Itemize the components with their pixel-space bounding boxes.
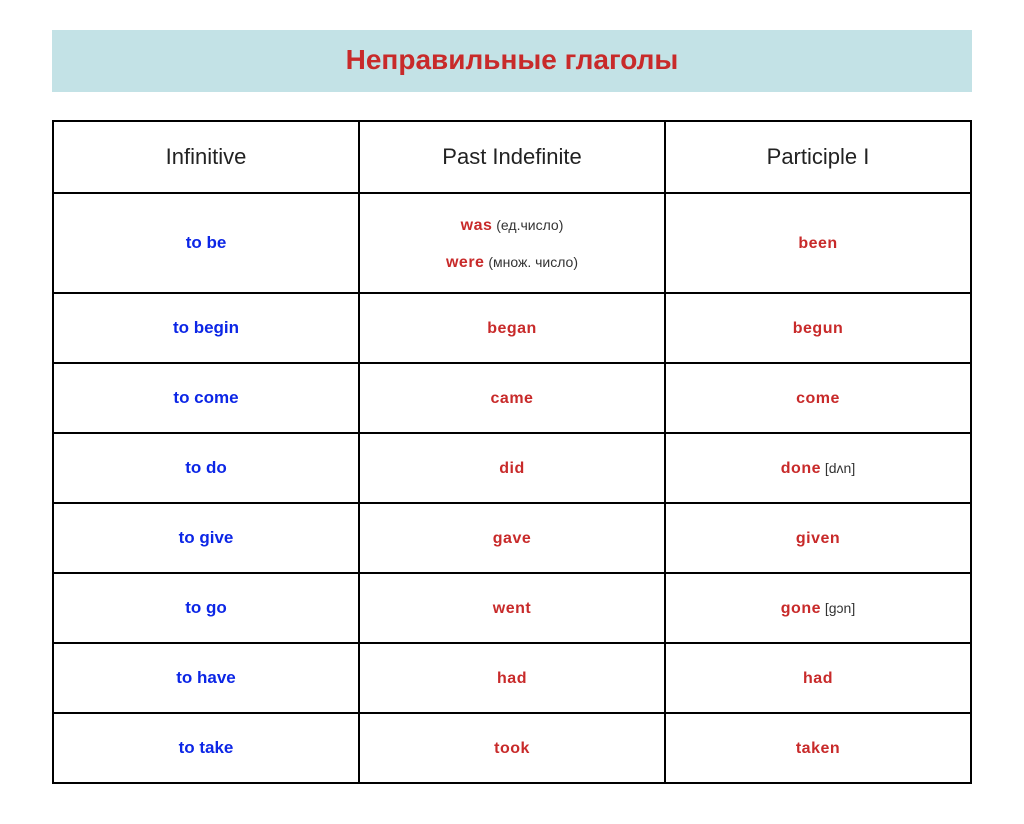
participle-text: had <box>803 670 833 687</box>
ipa-text: [dʌn] <box>821 460 855 476</box>
cell-infinitive: to be <box>53 193 359 293</box>
table-row: to come came come <box>53 363 971 433</box>
past-text: went <box>493 600 531 617</box>
page-title: Неправильные глаголы <box>52 44 972 76</box>
past-text: took <box>494 740 530 757</box>
cell-past: was (ед.число) were (множ. число) <box>359 193 665 293</box>
col-header-infinitive: Infinitive <box>53 121 359 193</box>
participle-text: gone <box>781 600 821 617</box>
cell-past: had <box>359 643 665 713</box>
past-text: did <box>499 460 525 477</box>
cell-infinitive: to have <box>53 643 359 713</box>
past-note: (множ. число) <box>484 254 578 270</box>
table-header-row: Infinitive Past Indefinite Participle I <box>53 121 971 193</box>
table-row: to begin began begun <box>53 293 971 363</box>
participle-text: been <box>798 235 837 252</box>
ipa-text: [gɔn] <box>821 600 855 616</box>
infinitive-text: to give <box>179 528 234 547</box>
title-bar: Неправильные глаголы <box>52 30 972 92</box>
participle-text: taken <box>796 740 840 757</box>
cell-past: did <box>359 433 665 503</box>
infinitive-text: to begin <box>173 318 239 337</box>
cell-infinitive: to go <box>53 573 359 643</box>
participle-text: given <box>796 530 840 547</box>
cell-participle: come <box>665 363 971 433</box>
infinitive-text: to go <box>185 598 227 617</box>
cell-past: began <box>359 293 665 363</box>
cell-past: gave <box>359 503 665 573</box>
cell-participle: given <box>665 503 971 573</box>
participle-text: come <box>796 390 840 407</box>
infinitive-text: to take <box>179 738 234 757</box>
past-note: (ед.число) <box>492 217 563 233</box>
cell-participle: taken <box>665 713 971 783</box>
past-text: came <box>491 390 534 407</box>
cell-infinitive: to do <box>53 433 359 503</box>
table-row: to take took taken <box>53 713 971 783</box>
cell-participle: begun <box>665 293 971 363</box>
cell-past: took <box>359 713 665 783</box>
table-row: to do did done [dʌn] <box>53 433 971 503</box>
cell-infinitive: to come <box>53 363 359 433</box>
cell-infinitive: to give <box>53 503 359 573</box>
table-row: to be was (ед.число) were (множ. число) … <box>53 193 971 293</box>
table-row: to go went gone [gɔn] <box>53 573 971 643</box>
participle-text: begun <box>793 320 844 337</box>
infinitive-text: to have <box>176 668 236 687</box>
infinitive-text: to come <box>173 388 238 407</box>
irregular-verbs-table: Infinitive Past Indefinite Participle I … <box>52 120 972 784</box>
infinitive-text: to do <box>185 458 227 477</box>
cell-participle: had <box>665 643 971 713</box>
infinitive-text: to be <box>186 233 227 252</box>
cell-past: came <box>359 363 665 433</box>
cell-infinitive: to begin <box>53 293 359 363</box>
past-text: gave <box>493 530 531 547</box>
col-header-past: Past Indefinite <box>359 121 665 193</box>
col-header-participle: Participle I <box>665 121 971 193</box>
past-text: had <box>497 670 527 687</box>
page-container: Неправильные глаголы Infinitive Past Ind… <box>0 0 1024 824</box>
cell-participle: gone [gɔn] <box>665 573 971 643</box>
past-text: was <box>461 217 493 234</box>
cell-participle: been <box>665 193 971 293</box>
cell-infinitive: to take <box>53 713 359 783</box>
table-row: to give gave given <box>53 503 971 573</box>
past-text: were <box>446 254 484 271</box>
table-row: to have had had <box>53 643 971 713</box>
cell-past: went <box>359 573 665 643</box>
cell-participle: done [dʌn] <box>665 433 971 503</box>
participle-text: done <box>781 460 821 477</box>
past-text: began <box>487 320 537 337</box>
